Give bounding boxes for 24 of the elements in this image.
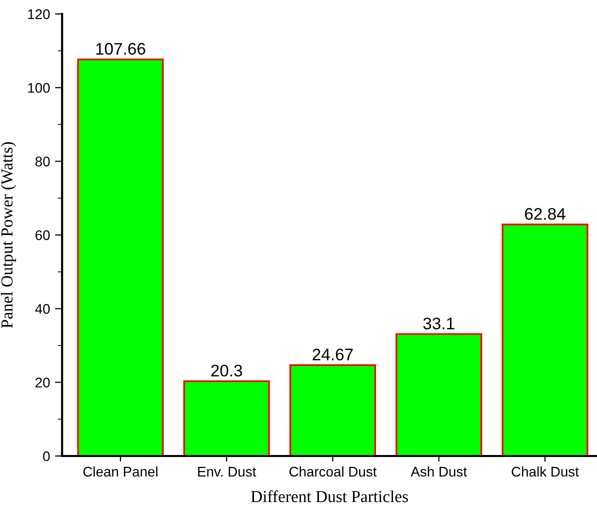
bar	[396, 333, 482, 456]
y-tick-label: 60	[36, 230, 50, 240]
x-tick-label: Charcoal Dust	[289, 466, 377, 477]
y-tick-label: 80	[35, 156, 50, 166]
y-tick-label: 20	[36, 378, 50, 388]
x-tick-label: Clean Panel	[83, 466, 158, 477]
y-tick-label: 40	[35, 304, 50, 314]
bar	[77, 58, 164, 456]
y-tick-label: 120	[28, 9, 50, 20]
y-tick-label: 100	[28, 82, 50, 93]
bar	[183, 380, 270, 456]
data-label: 62.84	[524, 208, 566, 220]
data-label: 20.3	[211, 364, 242, 377]
x-tick-label: Chalk Dust	[512, 466, 579, 477]
x-tick-label: Ash Dust	[410, 466, 467, 477]
data-label: 33.1	[423, 318, 454, 330]
x-tick-label: Env. Dust	[198, 466, 256, 477]
data-label: 24.67	[312, 348, 353, 360]
data-label: 107.66	[96, 42, 146, 55]
bar	[502, 224, 588, 456]
x-axis-title: Different Dust Particles	[251, 490, 408, 502]
bar	[289, 364, 376, 456]
y-axis-title: Panel Output Power (Watts)	[0, 142, 16, 328]
y-tick-label: 0	[43, 451, 50, 462]
